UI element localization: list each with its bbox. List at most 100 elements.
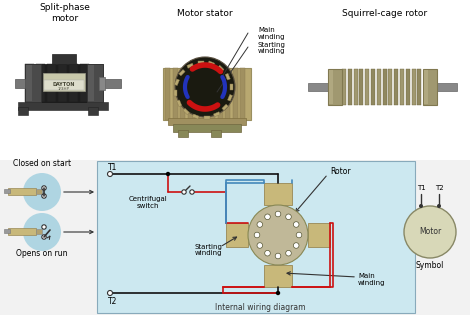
Bar — [80, 64, 89, 102]
Bar — [8, 188, 36, 195]
Circle shape — [257, 222, 263, 227]
Text: Squirrel-cage rotor: Squirrel-cage rotor — [343, 9, 428, 18]
Bar — [18, 102, 108, 110]
Bar — [26, 65, 32, 101]
Bar — [329, 70, 333, 104]
Bar — [165, 68, 170, 120]
Bar — [365, 69, 369, 105]
Bar — [218, 68, 222, 120]
Bar — [43, 73, 85, 91]
Bar — [204, 116, 210, 119]
Bar — [188, 68, 193, 120]
Bar — [88, 107, 98, 115]
Text: T2: T2 — [435, 185, 443, 191]
Bar — [394, 69, 398, 105]
Circle shape — [248, 205, 308, 265]
Ellipse shape — [175, 57, 235, 117]
Text: Rotor: Rotor — [330, 168, 351, 176]
Bar — [187, 63, 194, 68]
Text: T1: T1 — [108, 163, 118, 171]
Circle shape — [254, 232, 260, 238]
Bar — [25, 64, 34, 102]
Circle shape — [275, 253, 281, 259]
Circle shape — [404, 206, 456, 258]
Text: T1: T1 — [416, 185, 425, 191]
Circle shape — [276, 291, 280, 295]
Bar — [388, 69, 392, 105]
Circle shape — [419, 204, 423, 208]
Bar — [423, 69, 437, 105]
Bar — [424, 70, 428, 104]
Bar — [435, 83, 457, 91]
Circle shape — [190, 190, 194, 194]
Bar — [203, 68, 207, 120]
Bar — [4, 229, 10, 233]
Circle shape — [108, 171, 112, 176]
Bar — [69, 64, 78, 102]
Bar — [52, 54, 76, 64]
Text: T2: T2 — [108, 296, 118, 306]
Circle shape — [23, 213, 61, 251]
Bar — [179, 70, 185, 76]
Bar — [264, 265, 292, 287]
Text: Motor stator: Motor stator — [177, 9, 233, 18]
Bar — [308, 83, 330, 91]
Circle shape — [42, 235, 46, 239]
Bar — [308, 223, 330, 247]
Text: 1/3HP: 1/3HP — [58, 87, 70, 91]
Bar — [226, 223, 248, 247]
Bar — [348, 69, 352, 105]
Text: Opens on run: Opens on run — [16, 249, 68, 257]
Bar — [353, 69, 358, 105]
Bar — [192, 114, 199, 119]
Bar — [172, 68, 178, 120]
Circle shape — [257, 243, 263, 248]
Bar — [225, 73, 230, 80]
Bar — [18, 107, 28, 115]
Bar — [88, 65, 94, 101]
Circle shape — [265, 214, 270, 220]
Circle shape — [166, 172, 170, 176]
Bar — [174, 90, 178, 96]
Bar — [229, 84, 233, 90]
Bar — [383, 69, 387, 105]
Bar — [412, 69, 415, 105]
Bar — [97, 161, 415, 313]
Bar — [173, 124, 241, 132]
Bar — [210, 68, 215, 120]
Circle shape — [42, 186, 46, 190]
Bar — [342, 69, 346, 105]
Bar — [58, 64, 67, 102]
Bar — [264, 183, 292, 205]
Bar — [233, 68, 237, 120]
Bar — [213, 112, 220, 117]
Bar — [240, 68, 245, 120]
Text: Closed on start: Closed on start — [13, 158, 71, 168]
Bar — [0, 0, 470, 160]
Circle shape — [293, 243, 299, 248]
Bar — [87, 64, 103, 102]
Text: DAYTON: DAYTON — [53, 83, 75, 88]
Bar — [180, 68, 185, 120]
Text: Internal wiring diagram: Internal wiring diagram — [215, 303, 305, 312]
Text: Starting
winding: Starting winding — [258, 42, 286, 54]
Text: Starting
winding: Starting winding — [194, 243, 222, 256]
Bar — [36, 189, 42, 194]
Circle shape — [182, 190, 186, 194]
Bar — [36, 229, 42, 234]
Bar — [99, 77, 105, 90]
Bar — [328, 69, 342, 105]
Bar — [360, 69, 363, 105]
Text: Symbol: Symbol — [416, 261, 444, 271]
Bar — [218, 65, 224, 72]
Text: Motor: Motor — [419, 227, 441, 237]
Bar — [208, 61, 215, 66]
Bar — [225, 68, 230, 120]
Circle shape — [286, 250, 291, 256]
Bar — [183, 108, 189, 115]
Bar — [178, 130, 188, 137]
Text: Main
winding: Main winding — [258, 26, 285, 39]
Bar — [177, 100, 182, 107]
Text: Split-phase
motor: Split-phase motor — [39, 3, 90, 23]
Text: Main
winding: Main winding — [358, 273, 385, 287]
